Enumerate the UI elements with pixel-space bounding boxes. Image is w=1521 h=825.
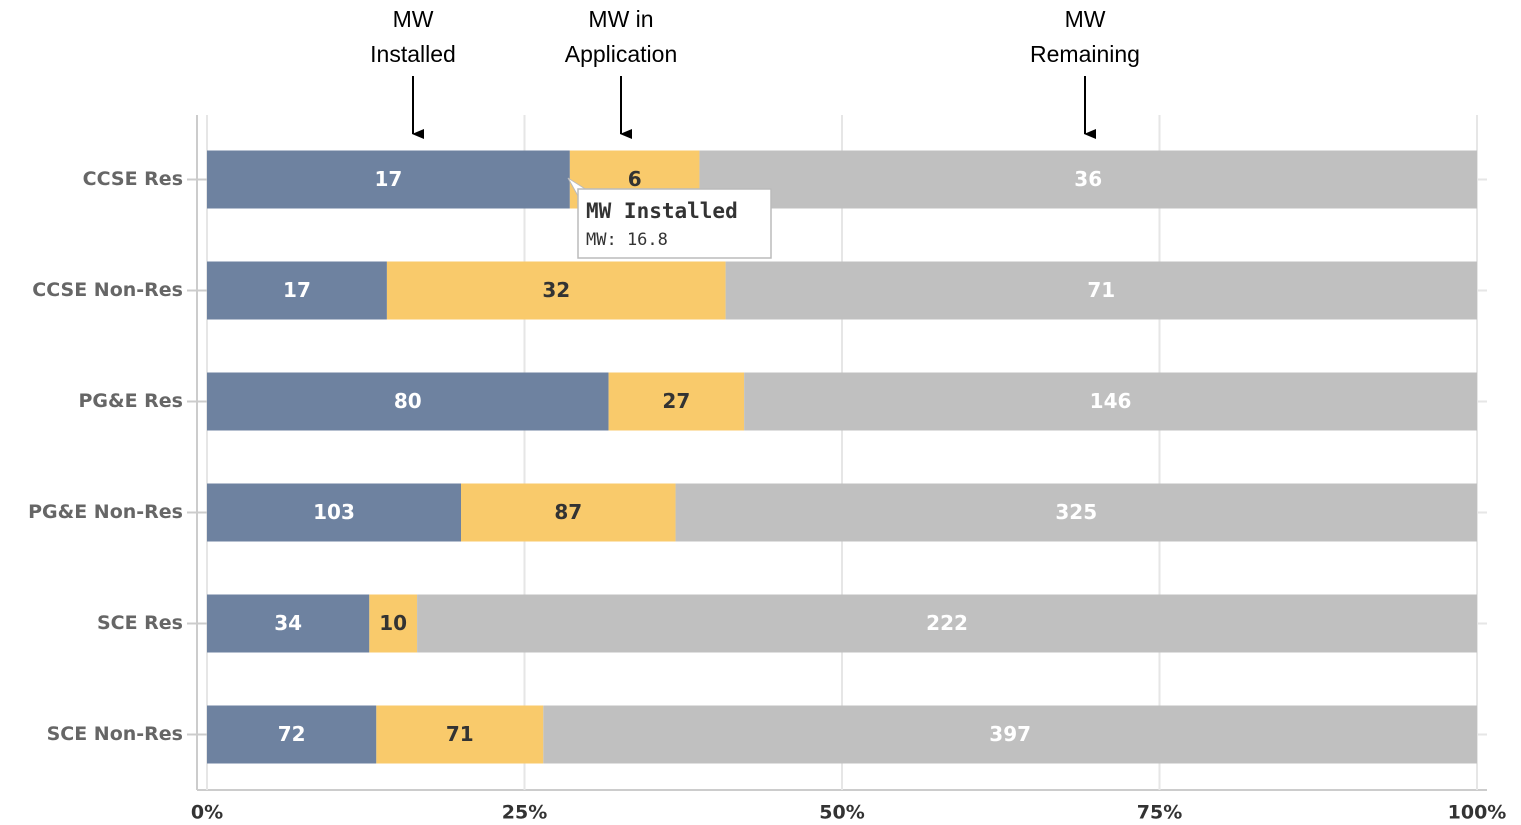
tooltip-title: MW Installed [586, 199, 738, 223]
data-label: 17 [283, 278, 311, 302]
annotation-text: Installed [370, 41, 456, 67]
data-label: 34 [274, 611, 302, 635]
annotation-text: MW [393, 6, 434, 32]
data-label: 397 [989, 722, 1031, 746]
data-label: 87 [554, 500, 582, 524]
x-tick-label: 75% [1137, 802, 1182, 824]
data-label: 32 [542, 278, 570, 302]
data-label: 222 [926, 611, 968, 635]
tooltip-box [577, 188, 772, 259]
data-label: 36 [1074, 167, 1102, 191]
bar-segment [675, 483, 1477, 542]
category-label: PG&E Res [78, 390, 183, 412]
bar-segment [417, 594, 1477, 653]
data-label: 71 [1087, 278, 1115, 302]
annotation-text: MW in [588, 6, 653, 32]
category-label: SCE Non-Res [47, 723, 183, 745]
annotation-text: MW [1065, 6, 1106, 32]
data-label: 80 [394, 389, 422, 413]
annotation-text: Remaining [1030, 41, 1140, 67]
x-tick-label: 100% [1448, 802, 1507, 824]
data-label: 146 [1090, 389, 1132, 413]
x-tick-label: 25% [502, 802, 547, 824]
bar-segment [207, 372, 609, 431]
bar-segment [207, 261, 387, 320]
bar-segment [608, 372, 745, 431]
bar-segment [376, 705, 544, 764]
category-label: CCSE Res [83, 168, 183, 190]
bar-segment [207, 150, 570, 209]
category-label: CCSE Non-Res [32, 279, 183, 301]
x-tick-label: 0% [191, 802, 223, 824]
bar-segment [207, 705, 377, 764]
bar-segment [725, 261, 1477, 320]
data-label: 71 [446, 722, 474, 746]
bar-segment [207, 483, 461, 542]
data-label: 17 [375, 167, 403, 191]
tooltip-text: MW: 16.8 [586, 230, 668, 250]
category-label: SCE Res [97, 612, 183, 634]
tooltip: MW Installed MW: 16.8 [567, 177, 772, 259]
data-label: 103 [313, 500, 355, 524]
data-label: 27 [662, 389, 690, 413]
bar-segment [543, 705, 1477, 764]
bar-segment [207, 594, 370, 653]
bar-segment [369, 594, 418, 653]
data-label: 6 [628, 167, 642, 191]
category-label: PG&E Non-Res [28, 501, 183, 523]
x-tick-label: 50% [819, 802, 864, 824]
bar-segment [461, 483, 676, 542]
bar-segment [699, 150, 1477, 209]
bar-segment [386, 261, 726, 320]
data-label: 325 [1055, 500, 1097, 524]
data-label: 10 [379, 611, 407, 635]
annotation-text: Application [565, 41, 678, 67]
bar-segment [744, 372, 1477, 431]
data-label: 72 [278, 722, 306, 746]
